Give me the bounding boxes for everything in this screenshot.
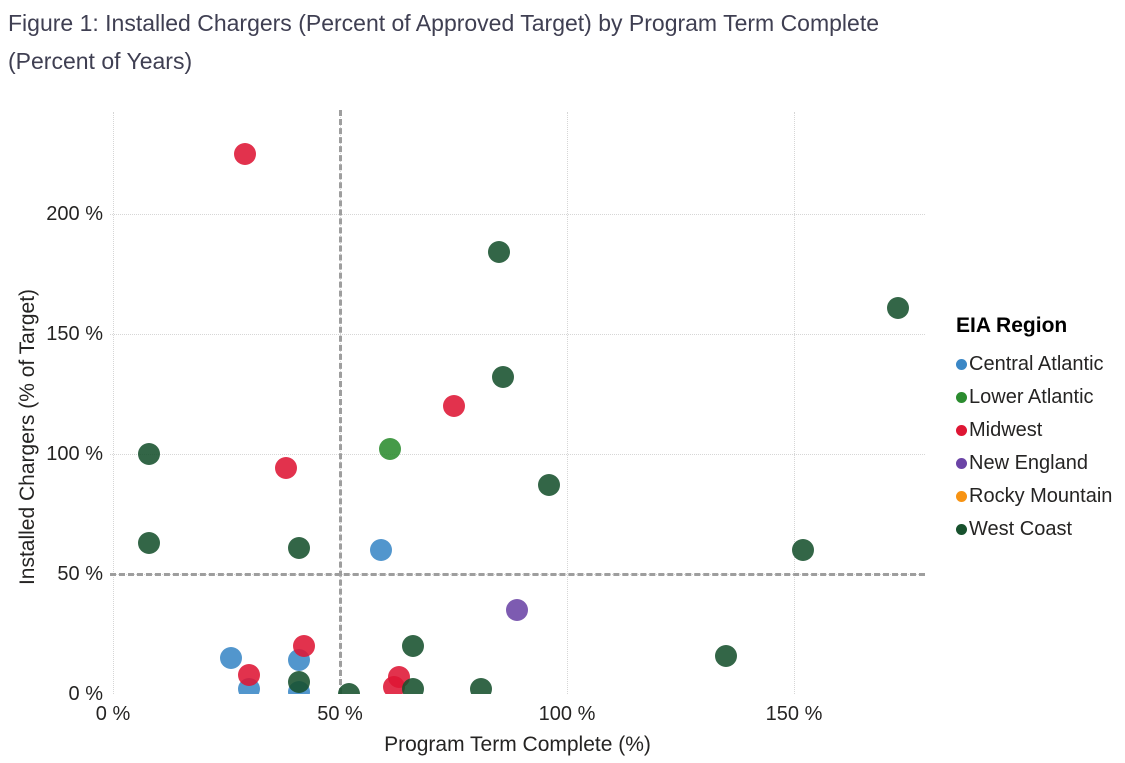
legend-label: Midwest [969,419,1043,441]
legend-swatch-midwest [956,425,967,436]
data-point-west-coast[interactable] [138,443,161,465]
gridline-y-100 [110,454,925,455]
legend-item-midwest[interactable]: Midwest [956,414,1112,447]
gridline-x-100 [567,112,568,694]
legend-swatch-central-atlantic [956,359,967,370]
data-point-midwest[interactable] [383,675,406,694]
legend-item-lower-atlantic[interactable]: Lower Atlantic [956,381,1112,414]
y-tick-label-50: 50 % [57,563,103,585]
gridline-y-200 [110,214,925,215]
legend-items: Central Atlantic Lower Atlantic Midwest New… [956,348,1112,546]
y-tick-label-150: 150 % [46,323,103,345]
data-point-midwest[interactable] [233,143,256,165]
x-tick-label-150: 150 % [765,703,823,725]
figure-title-line2: (Percent of Years) [8,48,193,74]
data-point-west-coast[interactable] [487,241,510,264]
data-point-lower-atlantic[interactable] [378,438,401,461]
legend-item-west-coast[interactable]: West Coast [956,513,1112,546]
x-tick-label-0: 0 % [95,703,131,725]
legend-swatch-rocky-mountain [956,491,967,502]
data-point-west-coast[interactable] [138,531,161,554]
legend-item-rocky-mountain[interactable]: Rocky Mountain [956,480,1112,513]
data-point-west-coast[interactable] [714,644,737,667]
plot-area [0,108,1125,694]
figure-title-line1: Figure 1: Installed Chargers (Percent of… [8,10,880,36]
data-point-central-atlantic[interactable] [220,647,243,669]
data-point-west-coast[interactable] [288,671,311,693]
y-tick-label-0: 0 % [68,683,103,705]
reference-line-x-50 [339,110,342,694]
legend-label: Rocky Mountain [969,485,1113,507]
legend-label: West Coast [969,518,1072,540]
data-point-west-coast[interactable] [492,366,515,389]
x-axis-title: Program Term Complete (%) [384,733,651,756]
data-point-midwest[interactable] [238,663,261,686]
gridline-y-150 [110,334,925,335]
data-point-west-coast[interactable] [469,678,492,694]
legend-swatch-lower-atlantic [956,392,967,403]
data-point-west-coast[interactable] [288,536,311,559]
legend-swatch-west-coast [956,524,967,535]
data-point-west-coast[interactable] [401,678,424,694]
data-point-midwest[interactable] [292,635,315,657]
legend-swatch-new-england [956,458,967,469]
data-point-west-coast[interactable] [401,635,424,657]
legend-label: New England [969,452,1088,474]
legend: EIA Region Central Atlantic Lower Atlanti… [956,314,1112,546]
x-tick-label-50: 50 % [317,703,363,725]
legend-item-central-atlantic[interactable]: Central Atlantic [956,348,1112,381]
data-point-central-atlantic[interactable] [369,539,392,561]
legend-label: Central Atlantic [969,353,1104,375]
x-tick-label-100: 100 % [538,703,596,725]
legend-title: EIA Region [956,314,1068,337]
data-point-west-coast[interactable] [887,296,910,319]
reference-line-y-50 [110,573,925,576]
data-point-new-england[interactable] [506,599,529,621]
legend-item-new-england[interactable]: New England [956,447,1112,480]
y-tick-label-100: 100 % [46,443,103,465]
gridline-x-0 [113,112,114,694]
figure-title: Figure 1: Installed Chargers (Percent of… [8,4,879,80]
data-point-midwest[interactable] [274,457,297,480]
data-point-west-coast[interactable] [338,683,361,694]
legend-label: Lower Atlantic [969,386,1094,408]
y-tick-label-200: 200 % [46,203,103,225]
data-point-midwest[interactable] [442,395,465,417]
data-point-west-coast[interactable] [537,474,560,497]
gridline-x-150 [794,112,795,694]
data-point-west-coast[interactable] [792,539,815,561]
